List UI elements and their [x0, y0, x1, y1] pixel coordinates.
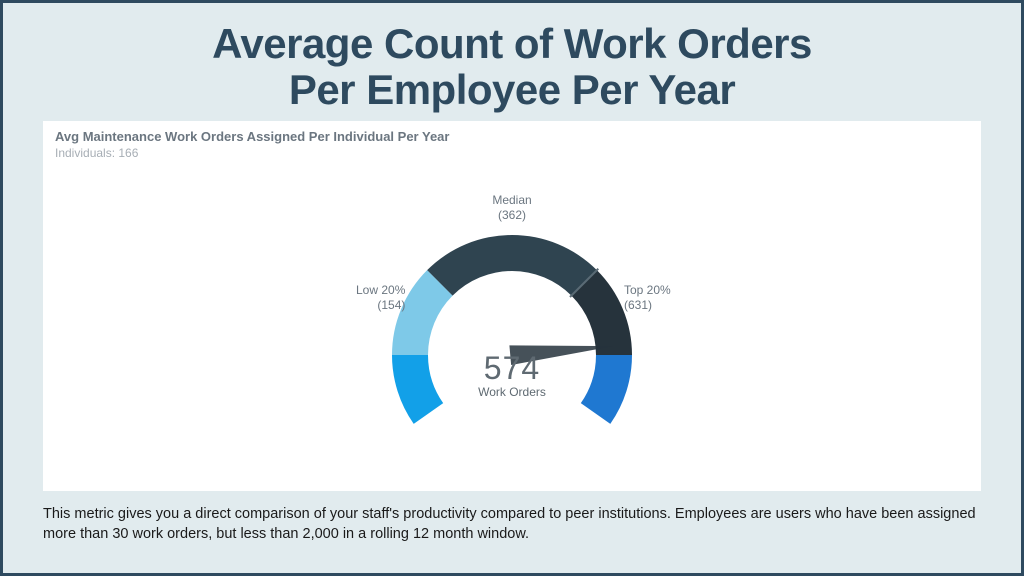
gauge-center-value: 574: [478, 350, 546, 387]
gauge-chart: Low 20% (154) Median (362) Top 20% (631)…: [262, 165, 762, 485]
title-line-1: Average Count of Work Orders: [212, 20, 812, 67]
gauge-label-low: Low 20% (154): [356, 283, 405, 313]
gauge-center: 574 Work Orders: [478, 350, 546, 399]
chart-individuals-count: Individuals: 166: [55, 146, 969, 160]
title-line-2: Per Employee Per Year: [289, 66, 735, 113]
gauge-label-median-value: (362): [498, 208, 526, 222]
gauge-center-label: Work Orders: [478, 385, 546, 399]
chart-subtitle: Avg Maintenance Work Orders Assigned Per…: [55, 129, 969, 144]
chart-panel: Avg Maintenance Work Orders Assigned Per…: [43, 121, 981, 491]
footer-description: This metric gives you a direct compariso…: [43, 505, 981, 544]
page-title: Average Count of Work Orders Per Employe…: [43, 21, 981, 113]
gauge-label-low-title: Low 20%: [356, 283, 405, 297]
gauge-label-top: Top 20% (631): [624, 283, 671, 313]
gauge-label-top-title: Top 20%: [624, 283, 671, 297]
gauge-label-top-value: (631): [624, 298, 652, 312]
gauge-label-median: Median (362): [492, 193, 531, 223]
gauge-label-low-value: (154): [377, 298, 405, 312]
gauge-label-median-title: Median: [492, 193, 531, 207]
